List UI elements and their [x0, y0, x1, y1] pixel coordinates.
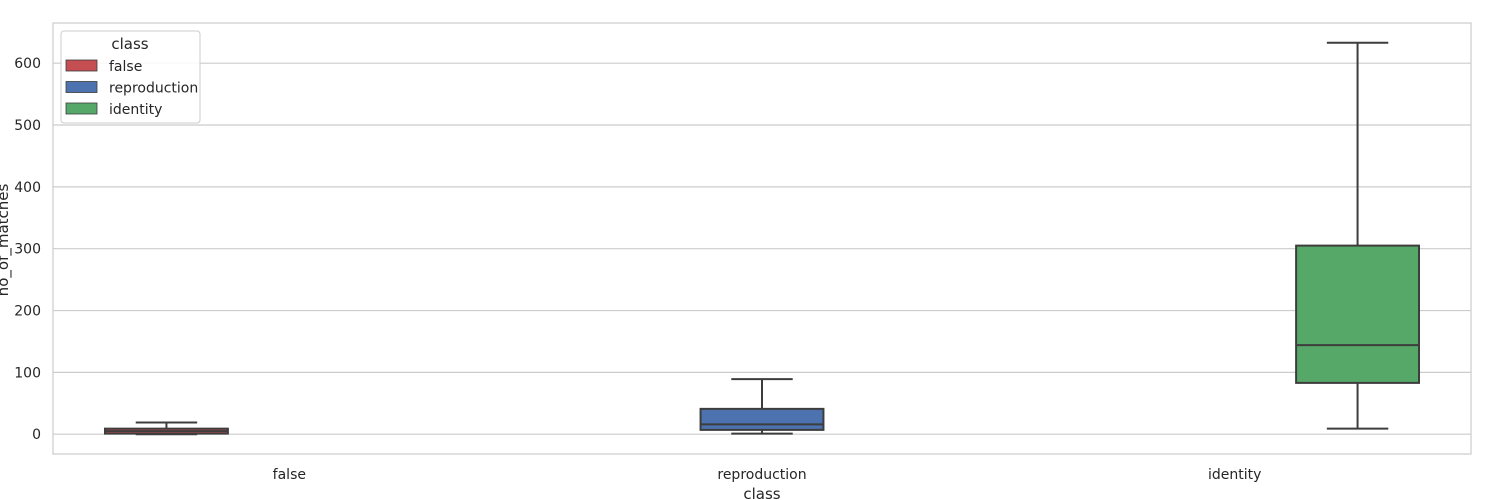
box-false — [103, 421, 229, 436]
x-tick-labels: false reproduction identity — [273, 467, 1262, 483]
legend-entries: false reproduction identity — [65, 59, 198, 118]
legend-frame — [60, 30, 201, 124]
box-layer — [103, 41, 1421, 436]
box-body — [699, 407, 825, 431]
legend-label: identity — [109, 102, 162, 118]
legend: class false reproduction identity — [60, 30, 201, 124]
legend-label: false — [109, 59, 142, 75]
y-tick-label: 600 — [14, 56, 41, 72]
y-axis-label: no_of_matches — [0, 184, 13, 297]
x-tick-label: reproduction — [717, 467, 806, 483]
legend-swatch — [65, 59, 98, 72]
box-identity — [1295, 41, 1421, 430]
plot-frame — [52, 22, 1472, 455]
grid-layer — [53, 62, 1471, 435]
legend-title: class — [111, 35, 148, 53]
y-tick-label: 300 — [14, 242, 41, 258]
x-tick-label: false — [273, 467, 306, 483]
y-tick-label: 400 — [14, 180, 41, 196]
legend-swatch — [65, 102, 98, 115]
legend-swatch — [65, 81, 98, 93]
box-reproduction — [699, 378, 825, 435]
box-body — [1295, 244, 1421, 384]
y-tick-label: 100 — [14, 365, 41, 381]
y-tick-labels: 0 100 200 300 400 500 600 — [14, 56, 41, 443]
x-tick-label: identity — [1208, 467, 1261, 483]
y-tick-label: 200 — [14, 304, 41, 320]
x-axis-label: class — [743, 485, 780, 500]
y-tick-label: 0 — [32, 427, 41, 443]
legend-label: reproduction — [109, 81, 198, 97]
y-tick-label: 500 — [14, 118, 41, 134]
